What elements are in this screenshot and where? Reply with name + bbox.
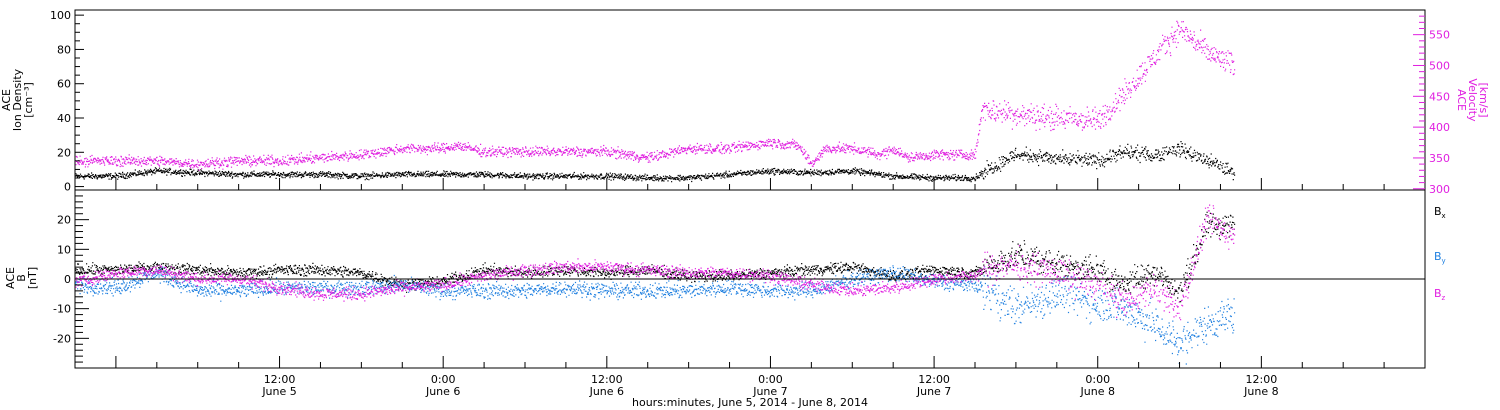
velocity-tick-label: 450 — [1429, 90, 1450, 103]
date-tick-label: June 7 — [752, 385, 787, 398]
b-tick-label: 10 — [57, 243, 71, 256]
x-axis-label: hours:minutes, June 5, 2014 - June 8, 20… — [632, 396, 868, 409]
density-axis-label: [cm⁻³] — [22, 82, 35, 118]
density-tick-label: 0 — [64, 181, 71, 194]
density-axis-label: Ion Density — [11, 68, 24, 131]
date-tick-label: June 6 — [589, 385, 624, 398]
time-tick-label: 12:00 — [264, 373, 296, 386]
plasma-data-layer — [75, 20, 1236, 183]
velocity-axis-label: [km/s] — [1477, 82, 1490, 117]
date-tick-label: June 7 — [916, 385, 951, 398]
b-axis-label: [nT] — [26, 267, 39, 289]
date-tick-label: June 6 — [425, 385, 460, 398]
b-tick-label: 20 — [57, 214, 71, 227]
b-axis-label: B — [15, 274, 28, 282]
b-tick-label: -10 — [53, 303, 71, 316]
time-tick-label: 0:00 — [758, 373, 783, 386]
velocity-tick-label: 300 — [1429, 183, 1450, 196]
series-bx — [75, 211, 1236, 303]
density-tick-label: 20 — [57, 146, 71, 159]
velocity-tick-label: 500 — [1429, 59, 1450, 72]
velocity-axis-label: ACE — [1455, 89, 1468, 111]
density-tick-label: 60 — [57, 78, 71, 91]
date-tick-label: June 5 — [261, 385, 296, 398]
time-tick-label: 12:00 — [1246, 373, 1278, 386]
density-axis-label: ACE — [0, 89, 13, 111]
b-axis-label: ACE — [4, 267, 17, 289]
velocity-tick-label: 350 — [1429, 152, 1450, 165]
mag-data-layer — [75, 204, 1236, 365]
legend-by: By — [1434, 250, 1446, 265]
time-tick-label: 0:00 — [1085, 373, 1110, 386]
velocity-tick-label: 550 — [1429, 29, 1450, 42]
legend-bz: Bz — [1434, 287, 1446, 302]
b-tick-label: 0 — [64, 273, 71, 286]
density-tick-label: 80 — [57, 43, 71, 56]
time-tick-label: 12:00 — [591, 373, 623, 386]
velocity-axis-label: Velocity — [1466, 78, 1479, 122]
density-series — [75, 141, 1236, 183]
velocity-tick-label: 400 — [1429, 121, 1450, 134]
time-tick-label: 0:00 — [431, 373, 456, 386]
date-tick-label: June 8 — [1243, 385, 1278, 398]
density-tick-label: 40 — [57, 112, 71, 125]
velocity-series — [75, 20, 1236, 171]
legend-bx: Bx — [1434, 205, 1446, 220]
density-tick-label: 100 — [50, 9, 71, 22]
b-tick-label: -20 — [53, 332, 71, 345]
date-tick-label: June 8 — [1080, 385, 1115, 398]
time-tick-label: 12:00 — [918, 373, 950, 386]
